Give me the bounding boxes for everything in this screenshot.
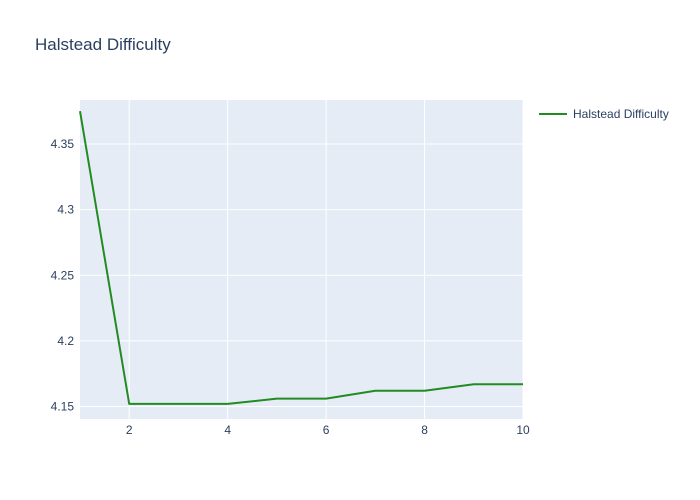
chart-title: Halstead Difficulty <box>35 35 171 54</box>
y-tick-label: 4.35 <box>51 137 75 151</box>
x-tick-label: 4 <box>224 423 231 437</box>
y-tick-label: 4.3 <box>57 203 74 217</box>
x-gridlines <box>128 100 524 419</box>
y-tick-labels: 4.15 4.2 4.25 4.3 4.35 <box>51 137 75 414</box>
plot-background <box>80 100 523 419</box>
x-tick-labels: 2 4 6 8 10 <box>126 423 530 437</box>
x-tick-label: 8 <box>421 423 428 437</box>
series-layer <box>79 110 523 405</box>
y-tick-label: 4.15 <box>51 400 75 414</box>
legend-label[interactable]: Halstead Difficulty <box>573 107 669 121</box>
y-tick-label: 4.25 <box>51 268 75 282</box>
y-tick-label: 4.2 <box>57 334 74 348</box>
legend[interactable]: Halstead Difficulty <box>539 107 669 121</box>
x-tick-label: 6 <box>323 423 330 437</box>
x-tick-label: 10 <box>516 423 530 437</box>
series-line <box>79 110 523 405</box>
y-gridlines <box>80 143 523 408</box>
x-tick-label: 2 <box>126 423 133 437</box>
